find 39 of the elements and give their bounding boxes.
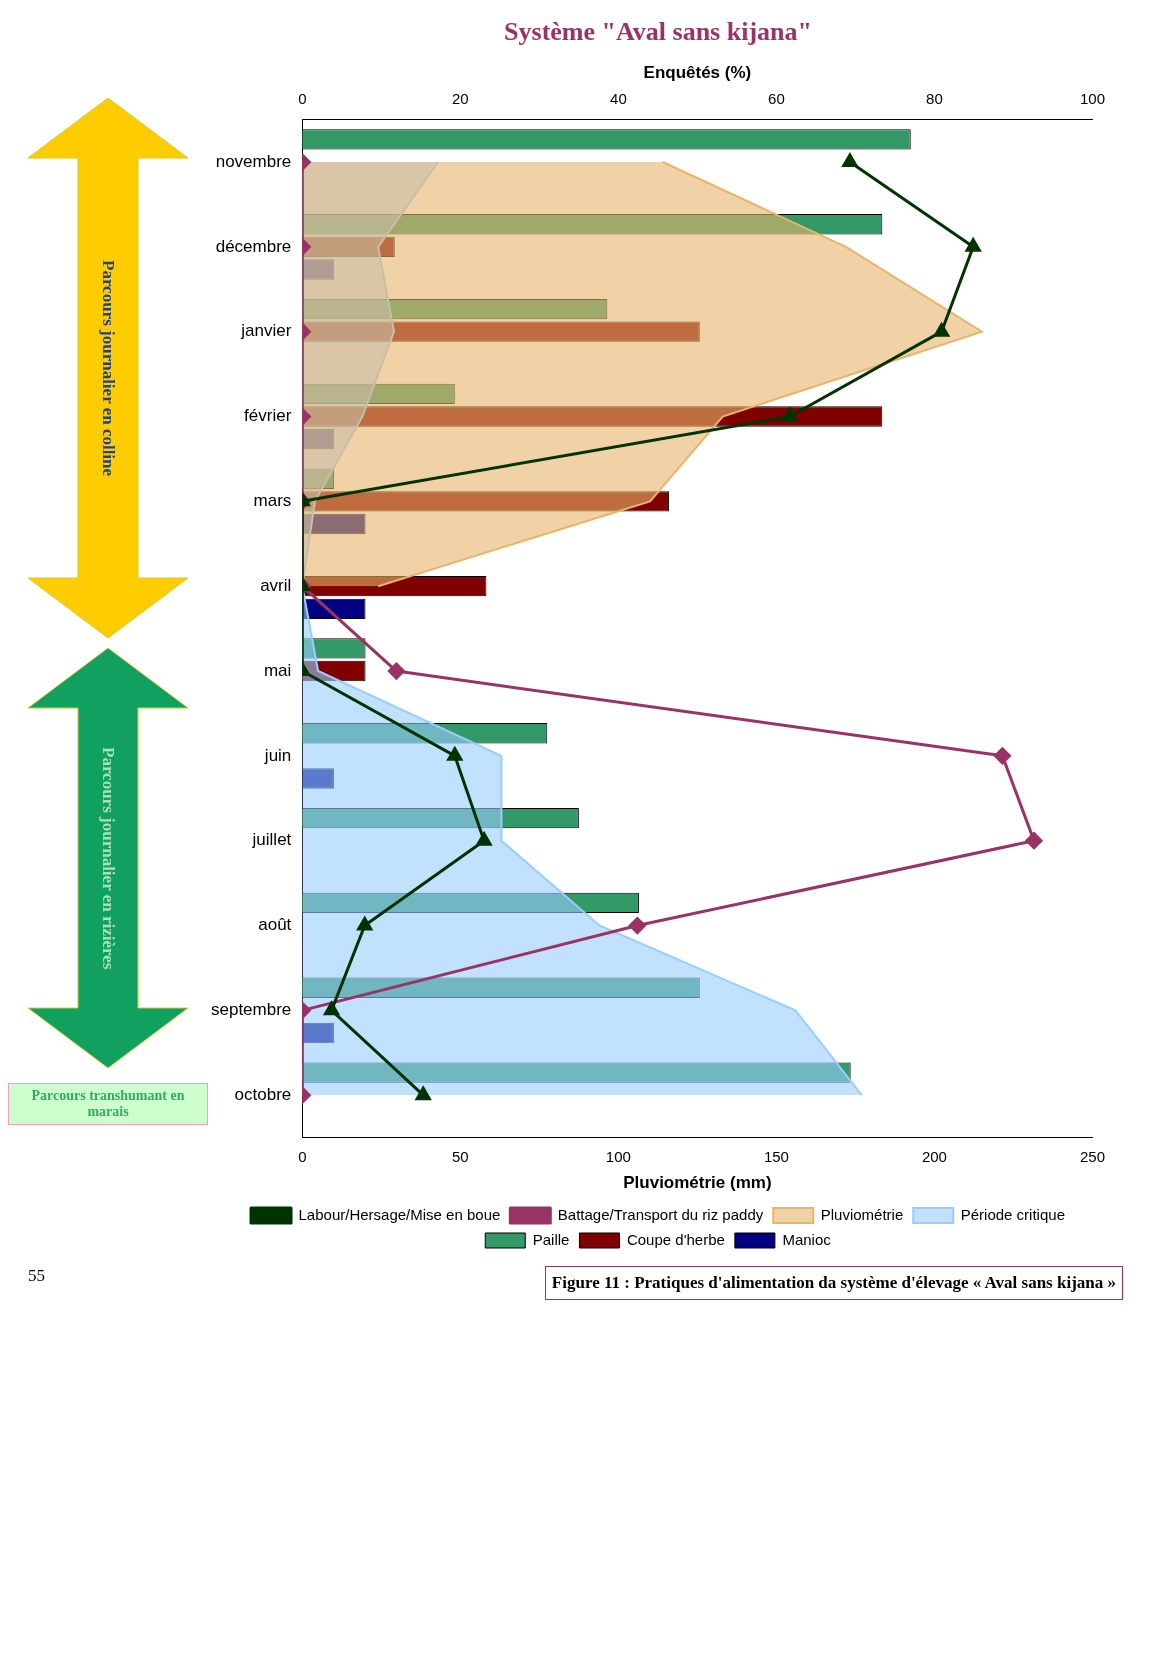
legend-label: Labour/Hersage/Mise en boue [298,1205,501,1223]
x2-tick-label: 0 [298,89,307,107]
legend-label: Battage/Transport du riz paddy [557,1205,764,1223]
x2-tick-label: 40 [610,89,627,107]
text: 55 [28,1266,45,1287]
legend-label: Pluviométrie [820,1205,904,1223]
x2-tick-label: 100 [1079,89,1105,107]
x-tick-label: 0 [298,1147,307,1165]
x2-tick-label: 20 [452,89,469,107]
x-tick-label: 200 [921,1147,947,1165]
y-tick-label: avril [260,575,292,595]
y-tick-label: novembre [215,151,292,171]
legend-label: Manioc [782,1230,832,1248]
x2-axis-title: Enquêtés (%) [643,63,752,83]
text: Parcours transhumant en marais [8,1083,208,1125]
legend-label: Coupe d'herbe [626,1230,725,1248]
x-axis-title: Pluviométrie (mm) [623,1173,772,1193]
text: Parcours journalier en rizières [98,745,119,972]
y-tick-label: mars [253,491,292,511]
y-tick-label: août [258,915,292,935]
caption: Figure 11 : Pratiques d'alimentation da système d'élevage « Aval sans kijana » [544,1266,1123,1300]
y-tick-label: février [244,406,292,426]
x-tick-label: 50 [452,1147,469,1165]
y-tick-label: juin [263,745,292,765]
x-tick-label: 100 [605,1147,631,1165]
y-tick-label: mai [263,660,292,680]
y-tick-label: décembre [215,236,292,256]
x2-tick-label: 60 [768,89,785,107]
y-tick-label: janvier [240,321,292,341]
y-tick-label: juillet [251,830,292,850]
text: Parcours journalier en colline [98,258,119,479]
y-tick-label: septembre [210,1000,292,1020]
y-tick-label: octobre [234,1084,292,1104]
legend-label: Période critique [960,1205,1065,1223]
x2-tick-label: 80 [926,89,943,107]
chart-title: Système "Aval sans kijana" [504,17,812,47]
x-tick-label: 250 [1079,1147,1105,1165]
legend-label: Paille [532,1230,570,1248]
x-tick-label: 150 [763,1147,789,1165]
